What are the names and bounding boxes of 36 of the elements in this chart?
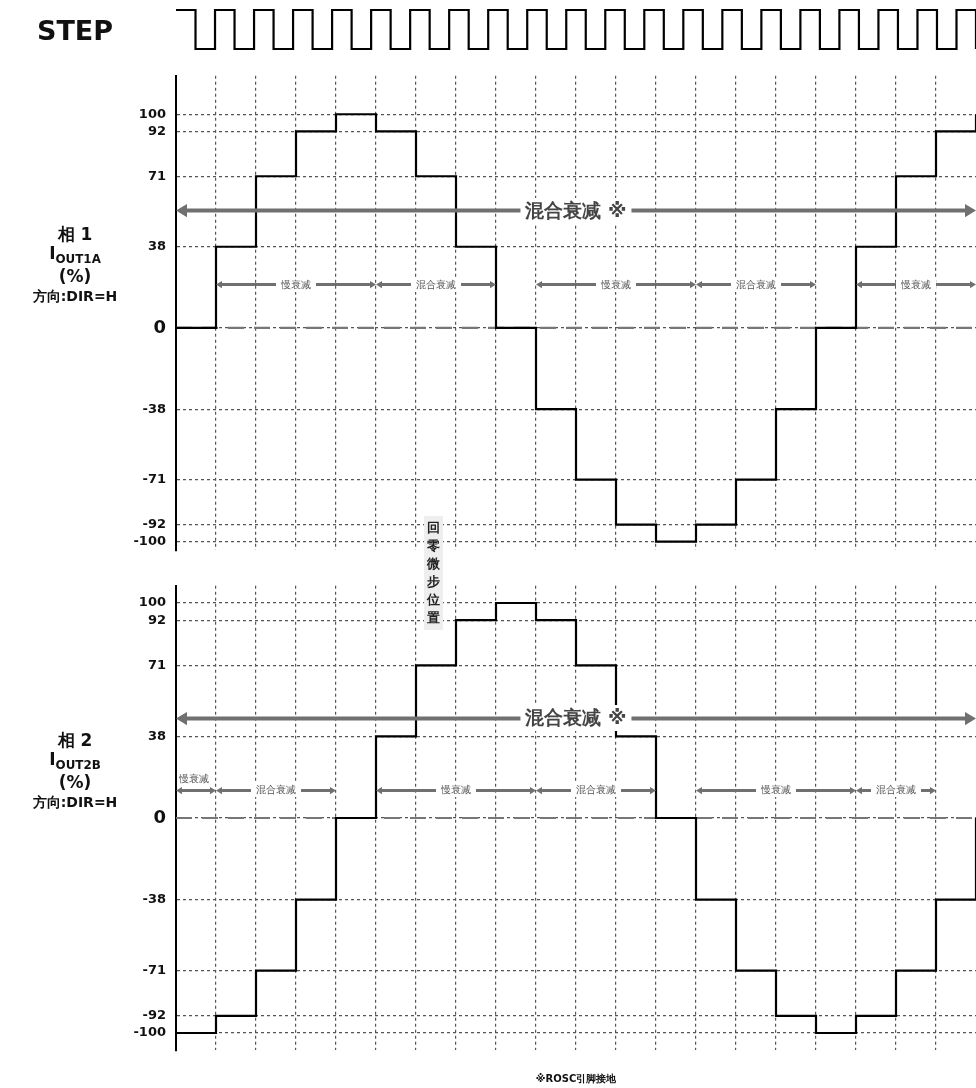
annotation: 慢衰减 (178, 772, 210, 787)
y-tick-label: -38 (142, 891, 166, 907)
y-tick-label: 0 (153, 315, 166, 337)
annotation: 混合衰减 (731, 277, 781, 292)
y-tick-label: 0 (153, 805, 166, 827)
annotation: 慢衰减 (276, 277, 316, 292)
y-axis-title: 相 1 I$_{OUT1A}$ (%) 方向:DIR=H (32, 223, 118, 305)
y-tick-label: 71 (147, 167, 166, 183)
y-tick-label: 100 (138, 594, 166, 610)
text: ※ROSC引脚接地 (535, 1072, 617, 1086)
annotation: 混合衰减 (411, 277, 461, 292)
y-tick-label: -71 (142, 471, 166, 487)
y-tick-label: 92 (147, 611, 166, 627)
y-tick-label: 71 (147, 656, 166, 672)
annotation: 回零微步位置 (424, 516, 443, 630)
annotation: 混合衰减 ※ (520, 198, 632, 224)
y-tick-label: 100 (138, 105, 166, 121)
y-tick-label: -38 (142, 400, 166, 416)
y-tick-label: 38 (147, 238, 166, 254)
y-tick-label: 92 (147, 122, 166, 138)
annotation: 慢衰减 (436, 783, 476, 798)
annotation: 慢衰减 (756, 783, 796, 798)
annotation: 混合衰减 (871, 783, 921, 798)
annotation: 混合衰减 (571, 783, 621, 798)
y-tick-label: -100 (133, 1024, 166, 1040)
y-tick-label: -71 (142, 962, 166, 978)
y-axis-title: 相 2 I$_{OUT2B}$ (%) 方向:DIR=H (32, 729, 118, 811)
annotation: 慢衰减 (596, 277, 636, 292)
annotation: 混合衰减 (251, 783, 301, 798)
y-axis-title: STEP (35, 15, 115, 47)
annotation: 慢衰减 (896, 277, 936, 292)
y-tick-label: -100 (133, 533, 166, 549)
y-tick-label: -92 (142, 515, 166, 531)
y-tick-label: -92 (142, 1007, 166, 1023)
y-tick-label: 38 (147, 727, 166, 743)
annotation: 混合衰减 ※ (520, 705, 632, 732)
